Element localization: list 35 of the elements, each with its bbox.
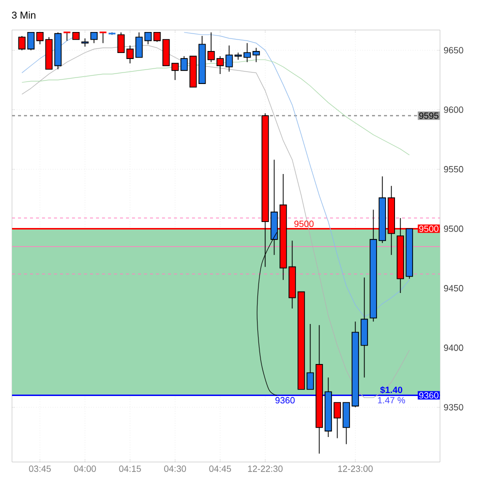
x-tick-label: 04:15 bbox=[119, 466, 141, 472]
candlestick bbox=[90, 32, 98, 44]
candlestick bbox=[171, 62, 179, 80]
candlestick bbox=[62, 32, 72, 42]
annotation: $1.40 bbox=[380, 386, 402, 394]
y-tick-label: 9400 bbox=[444, 344, 464, 351]
x-tick-label: 04:30 bbox=[164, 466, 186, 472]
y-tick-label: 9550 bbox=[444, 166, 464, 172]
x-tick-label: 04:00 bbox=[74, 466, 96, 472]
x-tick-label: 12-23:00 bbox=[338, 466, 373, 472]
x-tick-label: 04:45 bbox=[209, 466, 232, 472]
candlestick bbox=[27, 32, 35, 51]
ref-line-label: 9595 bbox=[419, 112, 438, 119]
candlestick bbox=[180, 56, 188, 71]
candlestick bbox=[98, 32, 108, 44]
candlestick bbox=[36, 32, 44, 45]
candlestick bbox=[153, 32, 161, 42]
candlestick bbox=[135, 32, 143, 58]
candlestick bbox=[144, 32, 152, 45]
y-tick-label: 9350 bbox=[444, 404, 464, 410]
x-tick-label: 12-22:30 bbox=[248, 466, 283, 472]
candlestick bbox=[18, 36, 26, 51]
candlestick bbox=[126, 45, 134, 64]
chart-title: 3 Min bbox=[12, 11, 36, 19]
annotation: 9360 bbox=[275, 397, 295, 404]
y-tick-label: 9450 bbox=[444, 285, 464, 292]
y-tick-label: 9650 bbox=[444, 47, 464, 54]
ref-line-label: 9500 bbox=[419, 226, 438, 232]
annotation: 1.47 % bbox=[378, 397, 406, 404]
ref-line-label: 9360 bbox=[419, 392, 438, 399]
y-tick-label: 9600 bbox=[444, 106, 464, 113]
x-tick-label: 03:45 bbox=[29, 466, 51, 472]
candlestick bbox=[117, 32, 125, 54]
y-tick-label: 9500 bbox=[444, 226, 464, 232]
annotation: 9500 bbox=[294, 220, 314, 228]
